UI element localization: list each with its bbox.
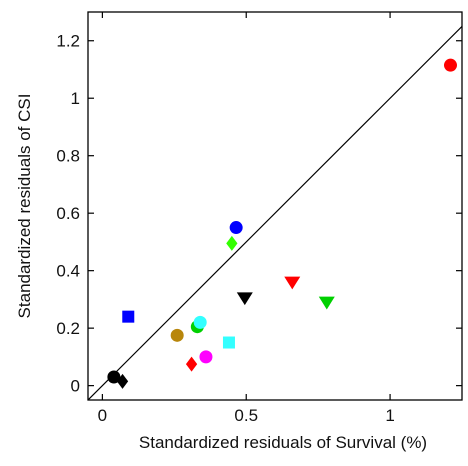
y-tick-label: 0.4	[56, 262, 80, 281]
data-point-square	[222, 336, 235, 349]
data-point-circle	[193, 315, 207, 329]
data-point-circle	[229, 221, 243, 235]
data-point-circle	[443, 58, 457, 72]
data-point-diamond	[116, 373, 129, 389]
y-tick-label: 0.6	[56, 204, 80, 223]
x-tick-label: 0.5	[234, 406, 258, 425]
data-point-circle	[199, 350, 213, 364]
x-axis-ticks: 0 0.5 1	[98, 12, 395, 425]
y-axis-ticks: 0 0.2 0.4 0.6 0.8 1 1.2	[56, 32, 462, 396]
y-tick-label: 1.2	[56, 32, 80, 51]
data-point-circle	[170, 328, 184, 342]
y-tick-label: 1	[71, 89, 80, 108]
y-tick-label: 0	[71, 377, 80, 396]
reference-line-layer	[88, 25, 462, 400]
x-tick-label: 1	[385, 406, 394, 425]
data-point-triangle-down	[236, 292, 253, 306]
y-tick-label: 0.2	[56, 319, 80, 338]
data-point-diamond	[226, 235, 238, 251]
data-points-layer	[107, 58, 457, 389]
y-tick-label: 0.8	[56, 147, 80, 166]
data-point-square	[122, 310, 135, 323]
plot-frame	[87, 11, 463, 401]
x-tick-label: 0	[98, 406, 107, 425]
reference-line	[88, 25, 462, 400]
data-point-triangle-down	[284, 276, 301, 290]
data-point-triangle-down	[318, 296, 335, 310]
data-point-diamond	[185, 356, 198, 372]
x-axis-label: Standardized residuals of Survival (%)	[139, 433, 427, 452]
data-point-circle	[107, 370, 121, 384]
axes-layer	[87, 11, 463, 401]
y-axis-label: Standardized residuals of CSI	[15, 94, 34, 319]
